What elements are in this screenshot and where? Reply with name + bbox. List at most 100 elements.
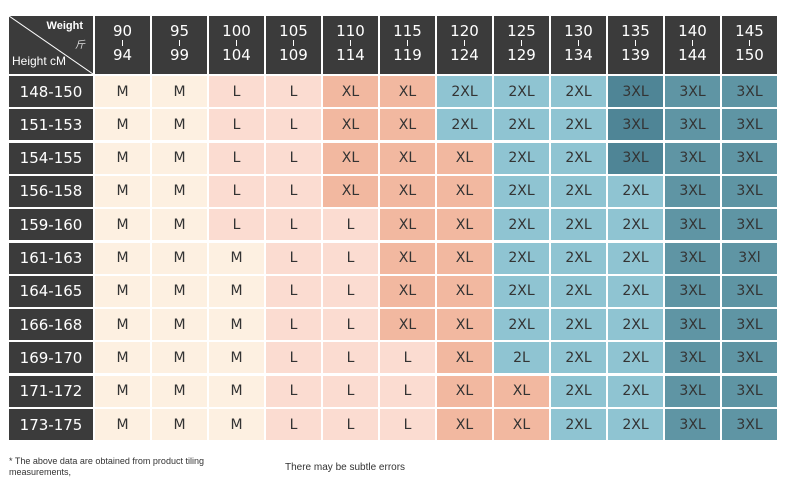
size-cell: 3XL	[665, 409, 720, 440]
size-cell: L	[209, 175, 264, 207]
size-cell: L	[380, 342, 435, 374]
size-cell: 2XL	[608, 209, 663, 241]
size-cell: XL	[380, 109, 435, 141]
size-cell: M	[152, 175, 207, 207]
weight-max: 104	[222, 46, 251, 64]
size-cell: L	[209, 142, 264, 174]
range-tick	[635, 40, 636, 46]
height-label: Height cM	[12, 54, 67, 68]
range-tick	[464, 40, 465, 46]
weight-max: 129	[507, 46, 536, 64]
size-cell: L	[380, 375, 435, 407]
size-cell: XL	[494, 409, 549, 440]
size-cell: M	[152, 342, 207, 374]
size-cell: 2XL	[551, 409, 606, 440]
size-cell: M	[95, 409, 150, 440]
weight-min: 145	[735, 22, 764, 40]
weight-min: 120	[450, 22, 479, 40]
weight-max: 119	[393, 46, 422, 64]
size-cell: 3XL	[722, 375, 777, 407]
weight-max: 150	[735, 46, 764, 64]
corner-header: Weight 斤 Height cM	[9, 16, 93, 74]
size-cell: M	[152, 209, 207, 241]
size-cell: 3XL	[665, 242, 720, 274]
size-cell: 2XL	[437, 76, 492, 107]
range-tick	[122, 40, 123, 46]
size-cell: 2XL	[608, 375, 663, 407]
size-cell: 2XL	[551, 309, 606, 341]
size-cell: M	[152, 409, 207, 440]
size-cell: 2XL	[494, 209, 549, 241]
size-cell: 2XL	[551, 109, 606, 141]
size-cell: 2XL	[551, 175, 606, 207]
size-cell: 2XL	[551, 142, 606, 174]
size-cell: XL	[380, 242, 435, 274]
size-cell: XL	[437, 342, 492, 374]
size-cell: L	[323, 242, 378, 274]
height-row-header: 173-175	[9, 409, 93, 440]
range-tick	[692, 40, 693, 46]
size-cell: 3XL	[722, 342, 777, 374]
size-cell: 2XL	[494, 275, 549, 307]
weight-min: 115	[393, 22, 422, 40]
size-cell: L	[266, 275, 321, 307]
size-cell: M	[95, 142, 150, 174]
height-row-header: 169-170	[9, 342, 93, 374]
size-cell: 3XL	[722, 209, 777, 241]
size-cell: XL	[323, 76, 378, 107]
size-cell: L	[323, 309, 378, 341]
size-cell: M	[209, 409, 264, 440]
size-cell: L	[266, 342, 321, 374]
weight-column-header: 90 94	[95, 16, 150, 74]
size-cell: XL	[323, 142, 378, 174]
size-cell: M	[95, 209, 150, 241]
size-cell: M	[152, 76, 207, 107]
size-cell: 2L	[494, 342, 549, 374]
weight-min: 125	[507, 22, 536, 40]
size-cell: 2XL	[494, 109, 549, 141]
height-row-header: 154-155	[9, 142, 93, 174]
size-cell: 3XL	[608, 109, 663, 141]
weight-min: 140	[678, 22, 707, 40]
size-cell: 3XL	[665, 342, 720, 374]
size-cell: L	[209, 109, 264, 141]
range-tick	[407, 40, 408, 46]
height-row-header: 171-172	[9, 375, 93, 407]
range-tick	[179, 40, 180, 46]
size-cell: 3XL	[665, 109, 720, 141]
weight-column-header: 105 109	[266, 16, 321, 74]
size-cell: M	[95, 76, 150, 107]
weight-column-header: 125 129	[494, 16, 549, 74]
size-cell: M	[95, 242, 150, 274]
size-cell: 2XL	[494, 309, 549, 341]
size-cell: 3XL	[608, 76, 663, 107]
size-cell: 2XL	[494, 142, 549, 174]
size-cell: 2XL	[608, 242, 663, 274]
size-cell: XL	[437, 209, 492, 241]
size-cell: L	[266, 142, 321, 174]
height-row-header: 166-168	[9, 309, 93, 341]
size-cell: 3XL	[665, 375, 720, 407]
size-cell: 2XL	[551, 375, 606, 407]
weight-max: 114	[336, 46, 365, 64]
size-cell: XL	[437, 242, 492, 274]
range-tick	[236, 40, 237, 46]
size-cell: M	[152, 242, 207, 274]
weight-column-header: 95 99	[152, 16, 207, 74]
size-cell: M	[209, 309, 264, 341]
weight-column-header: 145 150	[722, 16, 777, 74]
weight-max: 124	[450, 46, 479, 64]
size-cell: 3Xl	[722, 242, 777, 274]
size-cell: 3XL	[665, 76, 720, 107]
footnote-left: * The above data are obtained from produ…	[9, 456, 204, 477]
weight-max: 109	[279, 46, 308, 64]
size-cell: 2XL	[551, 76, 606, 107]
size-cell: M	[95, 175, 150, 207]
size-cell: 2XL	[608, 275, 663, 307]
size-cell: XL	[380, 142, 435, 174]
size-cell: 3XL	[722, 275, 777, 307]
size-cell: L	[323, 275, 378, 307]
size-cell: 3XL	[722, 409, 777, 440]
size-cell: M	[152, 109, 207, 141]
